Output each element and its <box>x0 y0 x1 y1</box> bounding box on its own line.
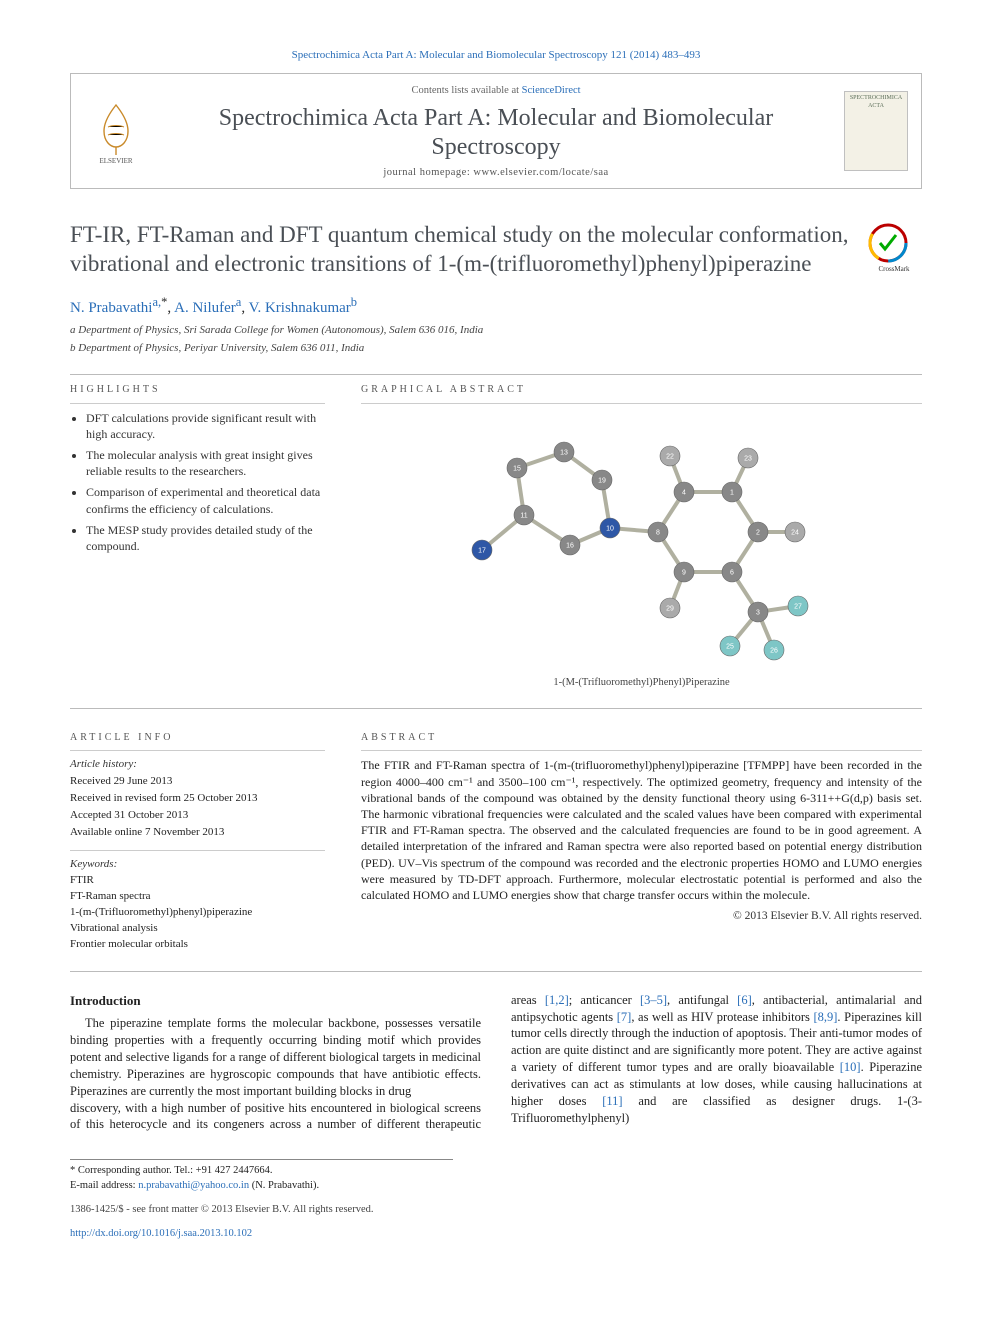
affiliation-b: b Department of Physics, Periyar Univers… <box>70 341 922 356</box>
keyword-item: Frontier molecular orbitals <box>70 937 325 952</box>
corresponding-author-footnote: * Corresponding author. Tel.: +91 427 24… <box>70 1159 453 1192</box>
elsevier-tree-icon: ELSEVIER <box>86 97 146 165</box>
divider-1 <box>70 374 922 375</box>
ref-link-3-5[interactable]: [3–5] <box>640 993 667 1007</box>
corr-author-line: * Corresponding author. Tel.: +91 427 24… <box>70 1164 453 1178</box>
corresponding-mark: * <box>161 295 167 309</box>
citation-line: Spectrochimica Acta Part A: Molecular an… <box>70 48 922 63</box>
highlight-item: DFT calculations provide significant res… <box>86 410 325 442</box>
keyword-item: Vibrational analysis <box>70 921 325 936</box>
divider-ga <box>361 403 922 404</box>
intro-text: , antifungal <box>667 993 737 1007</box>
svg-text:10: 10 <box>606 525 614 532</box>
ref-link-10[interactable]: [10] <box>840 1060 861 1074</box>
svg-text:8: 8 <box>656 529 660 536</box>
copyright-line: © 2013 Elsevier B.V. All rights reserved… <box>361 909 922 925</box>
author-2-aff[interactable]: a <box>236 295 242 309</box>
email-label: E-mail address: <box>70 1180 138 1191</box>
abstract-text: The FTIR and FT-Raman spectra of 1-(m-(t… <box>361 757 922 903</box>
article-title: FT-IR, FT-Raman and DFT quantum chemical… <box>70 221 854 279</box>
contents-prefix: Contents lists available at <box>411 85 521 96</box>
author-1-aff[interactable]: a, <box>152 295 161 309</box>
svg-text:9: 9 <box>682 569 686 576</box>
ref-link-11[interactable]: [11] <box>602 1094 622 1108</box>
svg-text:27: 27 <box>794 603 802 610</box>
svg-text:22: 22 <box>666 453 674 460</box>
journal-homepage: journal homepage: www.elsevier.com/locat… <box>171 166 821 180</box>
intro-paragraph-1: The piperazine template forms the molecu… <box>70 1015 481 1099</box>
keyword-item: FT-Raman spectra <box>70 889 325 904</box>
highlight-item: Comparison of experimental and theoretic… <box>86 484 325 516</box>
divider-ab <box>361 750 922 751</box>
authors-line: N. Prabavathia,*, A. Nilufera, V. Krishn… <box>70 294 922 318</box>
highlight-item: The molecular analysis with great insigh… <box>86 447 325 479</box>
highlights-label: HIGHLIGHTS <box>70 383 325 397</box>
divider-ai <box>70 750 325 751</box>
keywords-label: Keywords: <box>70 857 325 872</box>
divider-hl <box>70 403 325 404</box>
svg-text:ELSEVIER: ELSEVIER <box>99 157 132 165</box>
graphical-abstract-label: GRAPHICAL ABSTRACT <box>361 383 922 397</box>
author-3-link[interactable]: V. Krishnakumar <box>249 300 351 316</box>
svg-text:11: 11 <box>520 512 527 519</box>
history-item: Accepted 31 October 2013 <box>70 808 325 823</box>
ref-link-7[interactable]: [7] <box>617 1010 632 1024</box>
svg-text:3: 3 <box>756 609 760 616</box>
svg-text:6: 6 <box>730 569 734 576</box>
svg-text:2: 2 <box>756 529 760 536</box>
history-item: Received in revised form 25 October 2013 <box>70 791 325 806</box>
svg-text:15: 15 <box>513 465 521 472</box>
sciencedirect-link[interactable]: ScienceDirect <box>522 85 581 96</box>
doi-link[interactable]: http://dx.doi.org/10.1016/j.saa.2013.10.… <box>70 1228 252 1239</box>
abstract-label: ABSTRACT <box>361 731 922 745</box>
history-item: Received 29 June 2013 <box>70 774 325 789</box>
affiliation-a: a Department of Physics, Sri Sarada Coll… <box>70 323 922 338</box>
contents-available-line: Contents lists available at ScienceDirec… <box>171 84 821 98</box>
ref-link-8-9[interactable]: [8,9] <box>813 1010 837 1024</box>
keyword-item: FTIR <box>70 873 325 888</box>
journal-header: ELSEVIER Contents lists available at Sci… <box>70 73 922 189</box>
author-1-link[interactable]: N. Prabavathi <box>70 300 152 316</box>
svg-text:1: 1 <box>730 489 734 496</box>
intro-text: ; anticancer <box>569 993 640 1007</box>
ref-link-6[interactable]: [6] <box>737 993 752 1007</box>
svg-text:23: 23 <box>744 455 752 462</box>
keyword-item: 1-(m-(Trifluoromethyl)phenyl)piperazine <box>70 905 325 920</box>
svg-text:4: 4 <box>682 489 686 496</box>
crossmark-icon[interactable]: CrossMark <box>866 221 922 277</box>
journal-name: Spectrochimica Acta Part A: Molecular an… <box>171 104 821 162</box>
svg-text:19: 19 <box>598 477 606 484</box>
article-info-label: ARTICLE INFO <box>70 731 325 745</box>
highlights-list: DFT calculations provide significant res… <box>70 410 325 555</box>
svg-text:26: 26 <box>770 647 778 654</box>
svg-text:CrossMark: CrossMark <box>878 265 910 273</box>
history-item: Available online 7 November 2013 <box>70 825 325 840</box>
svg-text:29: 29 <box>666 605 674 612</box>
molecule-diagram: 17 11 15 13 19 10 16 8 4 22 1 23 2 24 6 9 29 3 25 27 26 <box>462 410 822 670</box>
svg-text:24: 24 <box>791 529 799 536</box>
email-link[interactable]: n.prabavathi@yahoo.co.in <box>138 1180 249 1191</box>
body-columns: Introduction The piperazine template for… <box>70 992 922 1134</box>
publisher-logo-cell: ELSEVIER <box>71 74 161 188</box>
svg-text:16: 16 <box>566 542 574 549</box>
issn-line: 1386-1425/$ - see front matter © 2013 El… <box>70 1203 922 1217</box>
ref-link-1-2[interactable]: [1,2] <box>545 993 569 1007</box>
svg-text:25: 25 <box>726 643 734 650</box>
graphical-abstract-caption: 1-(M-(Trifluoromethyl)Phenyl)Piperazine <box>361 676 922 690</box>
author-2-link[interactable]: A. Nilufer <box>174 300 236 316</box>
author-3-aff[interactable]: b <box>351 295 357 309</box>
email-author: (N. Prabavathi). <box>249 1180 319 1191</box>
journal-cover-cell: SPECTROCHIMICA ACTA <box>831 74 921 188</box>
divider-2 <box>70 708 922 709</box>
highlight-item: The MESP study provides detailed study o… <box>86 522 325 554</box>
citation-link[interactable]: Spectrochimica Acta Part A: Molecular an… <box>292 49 701 61</box>
journal-cover-thumbnail: SPECTROCHIMICA ACTA <box>844 91 908 171</box>
intro-text: , as well as HIV protease inhibitors <box>631 1010 813 1024</box>
introduction-heading: Introduction <box>70 992 481 1010</box>
svg-text:13: 13 <box>560 449 568 456</box>
divider-3 <box>70 971 922 972</box>
article-history-label: Article history: <box>70 757 325 772</box>
divider-kw <box>70 850 325 851</box>
svg-text:17: 17 <box>478 547 486 554</box>
